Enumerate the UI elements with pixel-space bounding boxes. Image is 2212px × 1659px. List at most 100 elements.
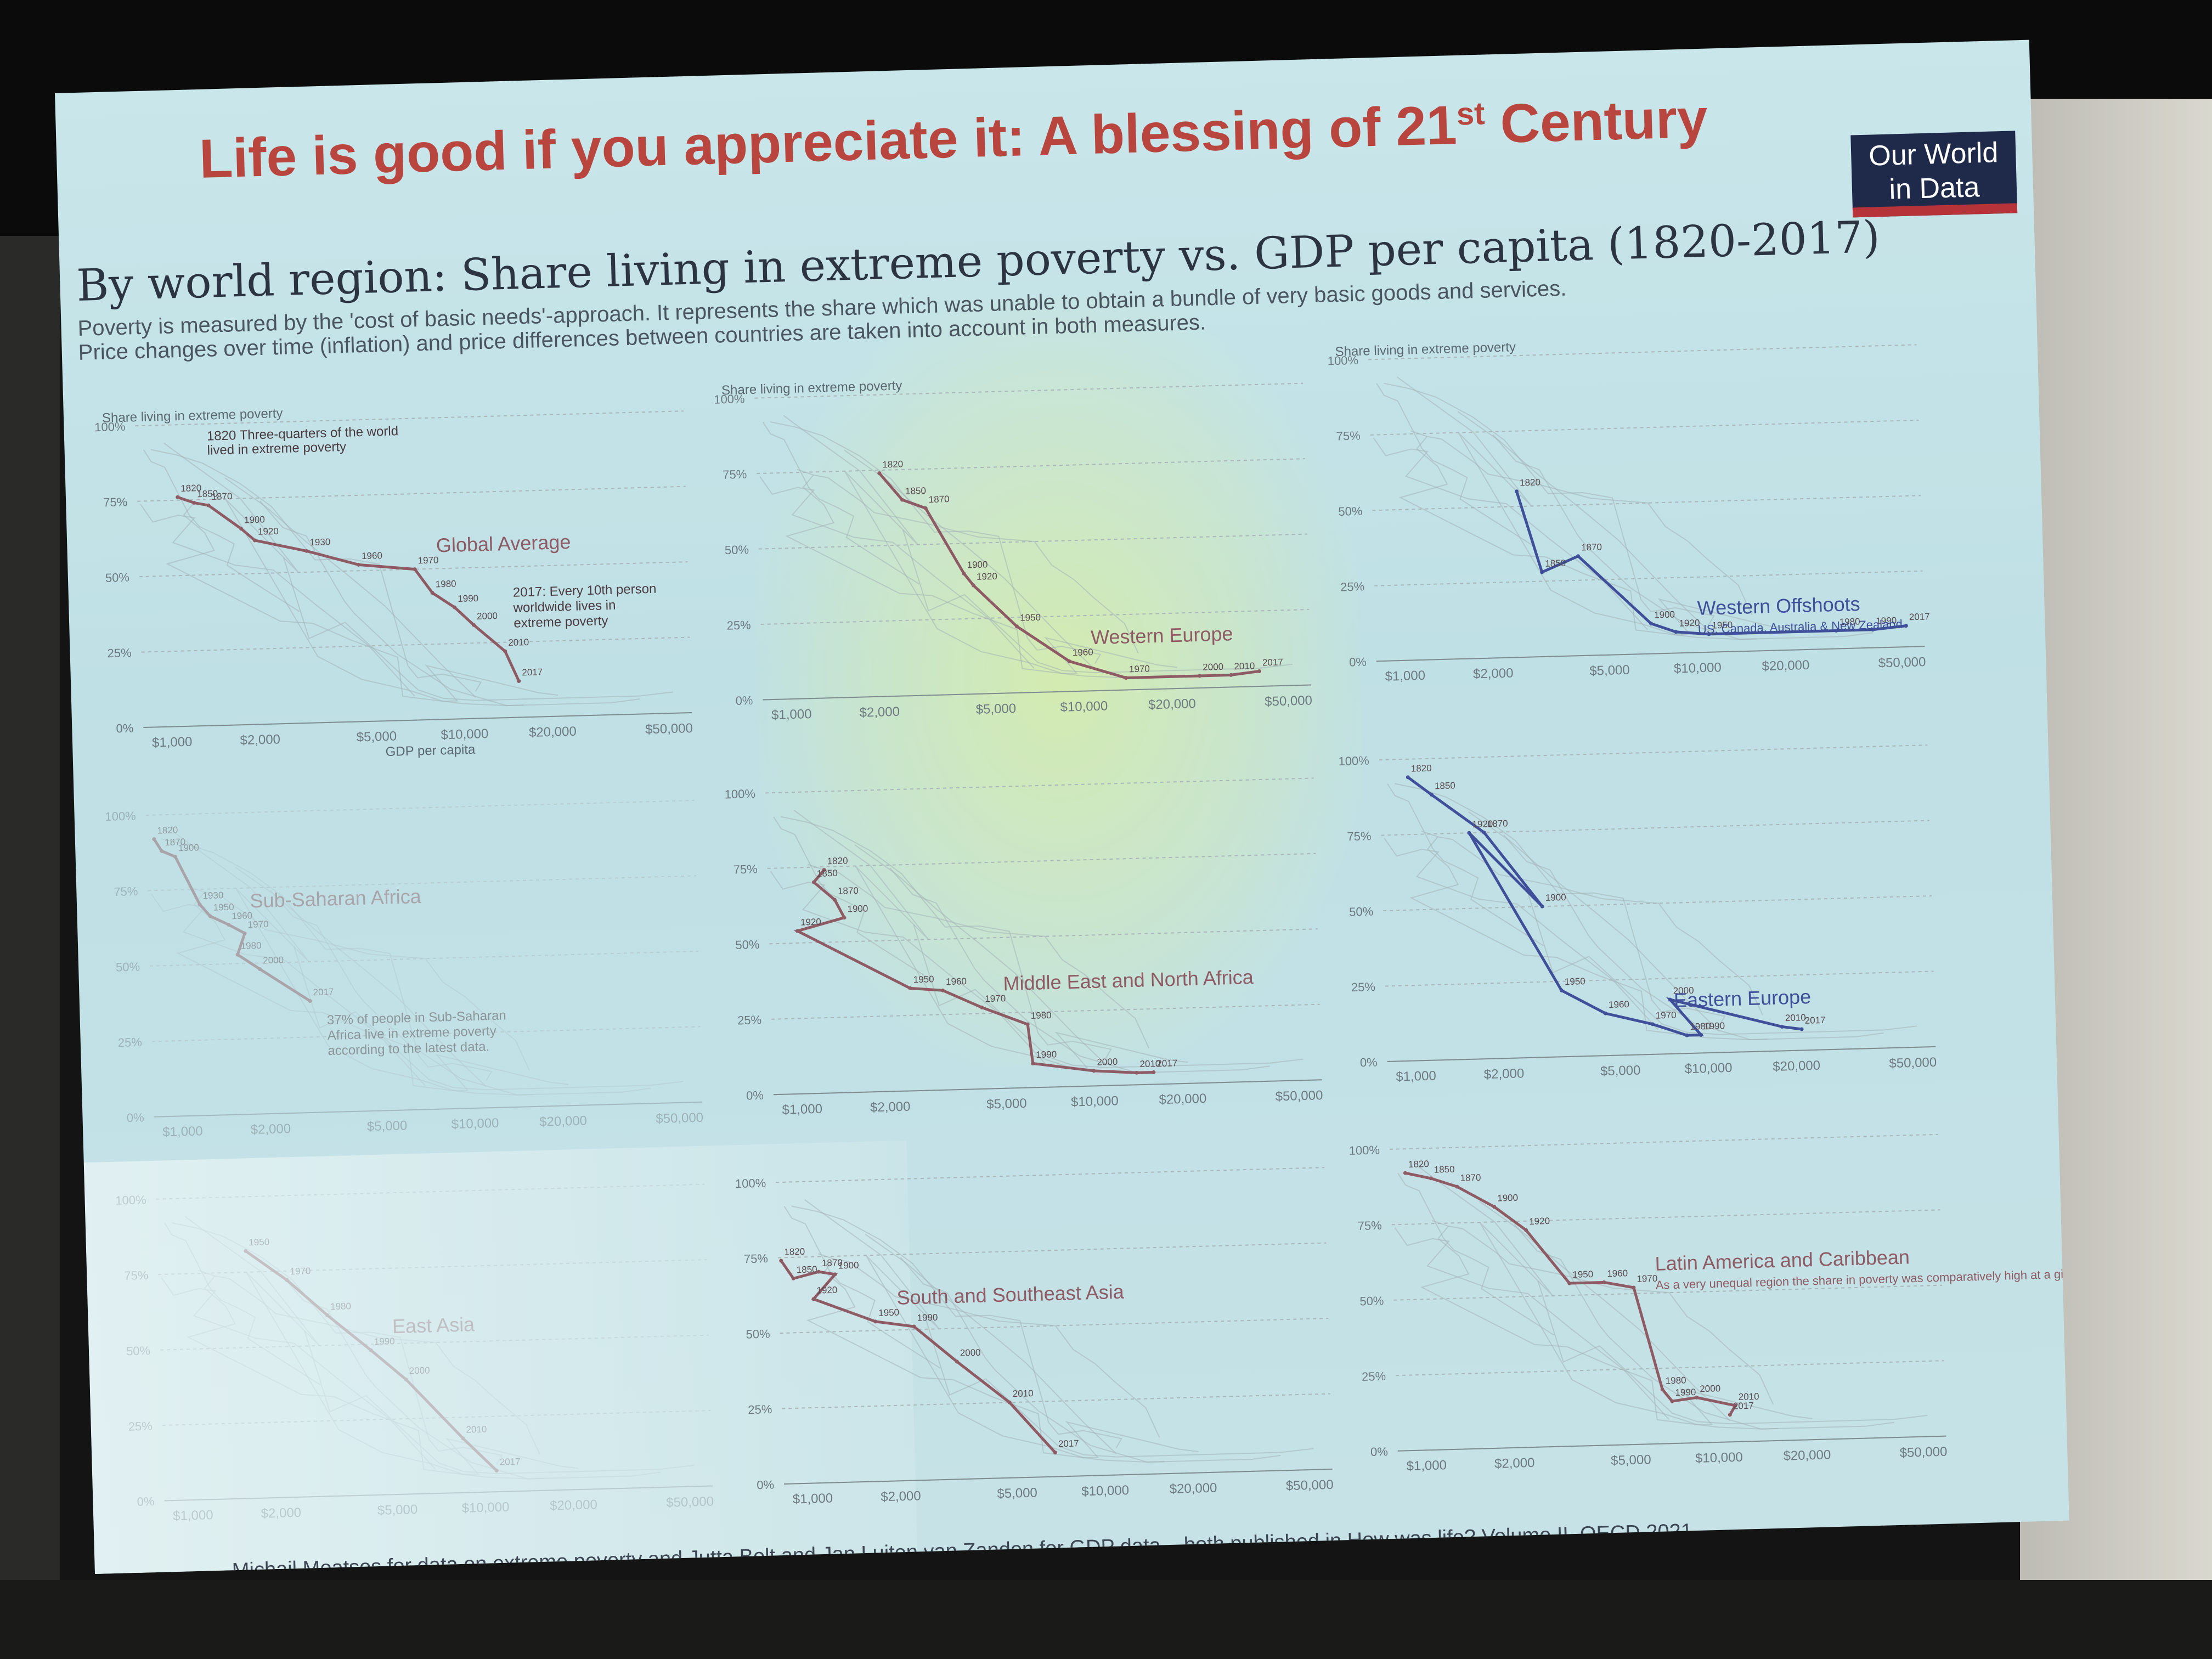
data-point — [206, 503, 211, 507]
x-tick-label: $5,000 — [997, 1485, 1037, 1501]
year-label: 1870 — [1581, 542, 1602, 553]
background-trace — [818, 1253, 1160, 1438]
y-gridline — [162, 1410, 711, 1426]
year-label: 2017 — [1262, 657, 1283, 668]
x-tick-label: $50,000 — [1878, 654, 1926, 670]
y-tick-label: 50% — [746, 1327, 770, 1341]
x-axis-line — [1397, 1435, 1946, 1452]
background-trace — [773, 816, 930, 979]
x-tick-label: $50,000 — [1265, 693, 1312, 709]
series-line — [177, 495, 521, 682]
data-point — [503, 649, 507, 653]
year-label: 1950 — [878, 1307, 899, 1318]
chart-panel: 0% 25% 50% 75% 100% $1,000 $2,000 $5,000 $10,000… — [89, 751, 731, 1152]
x-tick-label: $10,000 — [461, 1500, 509, 1516]
background-trace — [1514, 1224, 1894, 1430]
y-gridline — [765, 777, 1314, 794]
y-gridline — [771, 1003, 1320, 1020]
y-gridline — [156, 1183, 705, 1200]
year-label: 1990 — [1675, 1387, 1696, 1398]
y-gridline — [151, 1026, 701, 1042]
x-tick-label: $50,000 — [666, 1494, 714, 1510]
data-point — [1198, 674, 1202, 678]
y-tick-label: 0% — [1360, 1055, 1378, 1069]
y-tick-label: 0% — [735, 693, 753, 708]
data-point — [404, 1378, 408, 1382]
background-trace — [902, 529, 1293, 674]
x-tick-label: $20,000 — [1773, 1058, 1820, 1074]
year-label: 1950 — [913, 974, 934, 985]
background-trace — [171, 1222, 503, 1465]
y-tick-label: 100% — [735, 1176, 766, 1191]
y-tick-label: 50% — [735, 938, 760, 952]
background-trace — [791, 1205, 1122, 1448]
x-tick-label: $20,000 — [550, 1497, 597, 1513]
x-tick-label: $1,000 — [1385, 668, 1425, 684]
background-trace — [1387, 783, 1544, 946]
x-tick-label: $2,000 — [1494, 1455, 1535, 1471]
x-tick-label: $10,000 — [451, 1116, 499, 1132]
y-tick-label: 50% — [1359, 1294, 1384, 1308]
year-label: 1960 — [1607, 1268, 1628, 1279]
background-trace — [174, 832, 569, 1092]
data-point — [258, 967, 262, 971]
year-label: 2017 — [1733, 1401, 1754, 1412]
year-label: 2010 — [466, 1424, 487, 1435]
y-tick-label: 25% — [1362, 1369, 1386, 1384]
x-axis-line — [763, 684, 1312, 701]
y-gridline — [160, 1334, 709, 1351]
y-gridline — [769, 928, 1318, 945]
y-tick-label: 25% — [726, 618, 751, 633]
year-label: 2010 — [1013, 1388, 1034, 1399]
x-axis-line — [143, 712, 692, 729]
background-trace — [184, 1216, 579, 1475]
data-point — [1603, 1011, 1607, 1015]
data-point — [1602, 1280, 1606, 1284]
background-trace — [1397, 1172, 1554, 1336]
data-point — [1559, 988, 1564, 992]
background-trace — [150, 449, 482, 692]
room-wall-left — [0, 236, 60, 1580]
y-tick-label: 75% — [733, 862, 758, 876]
x-tick-label: $5,000 — [1600, 1063, 1641, 1079]
x-axis-line — [154, 1101, 703, 1118]
annotation: extreme poverty — [514, 613, 608, 631]
data-point — [1728, 1413, 1732, 1417]
x-tick-label: $50,000 — [1286, 1477, 1334, 1493]
year-label: 2000 — [263, 955, 284, 966]
background-trace — [161, 1277, 436, 1470]
data-point — [413, 567, 417, 572]
region-label: Eastern Europe — [1673, 985, 1811, 1012]
x-tick-label: $2,000 — [261, 1505, 301, 1521]
year-label: 1900 — [967, 559, 988, 570]
y-tick-label: 50% — [725, 543, 749, 557]
series-line — [780, 1260, 1057, 1454]
panel-svg: 0% 25% 50% 75% 100% $1,000 $2,000 $5,000 $10,000… — [735, 1167, 1334, 1507]
y-gridline — [154, 1101, 703, 1118]
panel-svg: 0% 25% 50% 75% 100% $1,000 $2,000 $5,000 $10,000… — [105, 799, 703, 1139]
owid-logo: Our World in Data — [1850, 131, 2018, 218]
year-label: 1820 — [157, 825, 178, 836]
background-trace — [1394, 1227, 1669, 1420]
data-point — [1695, 1395, 1699, 1400]
y-tick-label: 100% — [1348, 1143, 1380, 1158]
year-label: 1820 — [180, 483, 201, 494]
data-point — [208, 914, 212, 918]
year-label: 1850 — [1434, 1164, 1454, 1175]
background-trace — [1527, 891, 1917, 1035]
panel-svg: 0% 25% 50% 75% 100% $1,000 $2,000 $5,000 $10,000… — [94, 406, 693, 759]
y-gridline — [1379, 744, 1928, 761]
y-gridline — [1368, 344, 1917, 360]
year-label: 1870 — [211, 491, 232, 502]
y-tick-label: 100% — [714, 392, 745, 407]
year-label: 1850 — [817, 868, 838, 879]
year-label: 1960 — [946, 976, 967, 987]
year-label: 2017 — [1156, 1058, 1177, 1069]
year-label: 1970 — [1637, 1273, 1657, 1284]
data-point — [369, 1348, 373, 1352]
x-tick-label: $50,000 — [645, 721, 693, 737]
x-axis-line — [164, 1485, 713, 1502]
year-label: 1990 — [1704, 1020, 1725, 1031]
y-gridline — [1370, 419, 1919, 436]
background-trace — [1468, 811, 1720, 1032]
